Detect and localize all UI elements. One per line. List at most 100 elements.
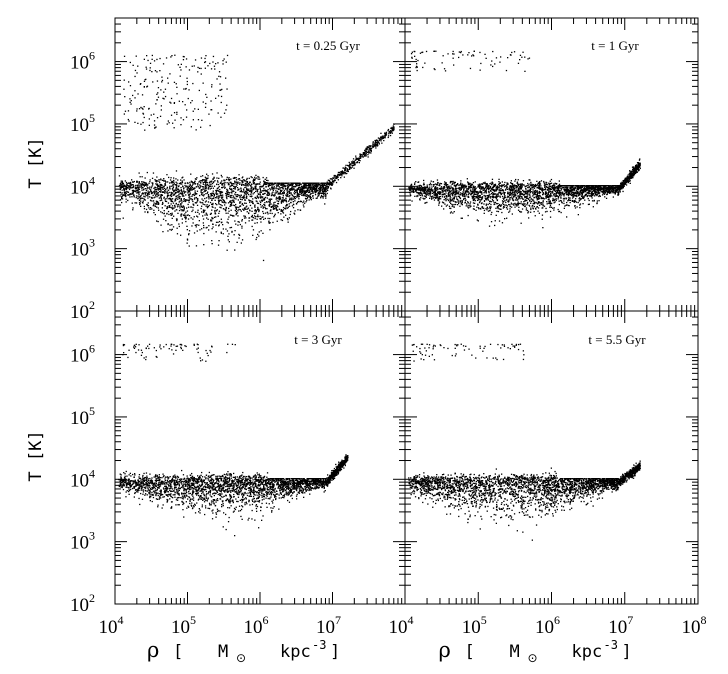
data-point — [291, 182, 293, 184]
data-point — [260, 190, 262, 192]
data-point — [160, 109, 162, 111]
data-point — [140, 195, 142, 197]
data-point — [434, 187, 436, 189]
data-point — [217, 187, 219, 189]
data-point — [474, 181, 476, 183]
data-point — [270, 198, 272, 200]
data-point — [418, 192, 420, 194]
data-point — [274, 213, 276, 215]
data-point — [144, 196, 146, 198]
data-point — [320, 197, 322, 199]
data-point — [167, 210, 170, 213]
data-point — [553, 194, 555, 196]
data-point — [447, 53, 449, 55]
data-point — [311, 184, 314, 186]
data-point — [439, 182, 441, 185]
data-point — [250, 188, 252, 190]
data-point — [268, 192, 270, 194]
data-point — [567, 185, 569, 187]
data-point — [198, 67, 201, 69]
data-point — [498, 178, 500, 180]
data-point — [502, 197, 504, 199]
data-point — [245, 217, 247, 219]
data-point — [157, 207, 159, 209]
data-point — [496, 194, 498, 196]
data-point — [162, 191, 164, 193]
data-point — [140, 205, 142, 207]
data-point — [453, 64, 455, 66]
data-point — [210, 100, 212, 102]
data-point — [149, 188, 151, 190]
data-point — [461, 201, 463, 203]
data-point — [351, 166, 353, 168]
data-point — [257, 178, 259, 180]
data-point — [305, 191, 307, 193]
data-point — [267, 188, 269, 191]
data-point — [532, 207, 534, 209]
data-point — [276, 185, 278, 188]
data-point — [205, 197, 208, 199]
data-point — [254, 222, 256, 224]
data-point — [207, 65, 209, 67]
data-point — [135, 184, 137, 187]
data-point — [294, 185, 296, 188]
data-point — [549, 180, 551, 182]
data-point — [287, 185, 289, 188]
data-point — [173, 215, 175, 217]
data-point — [138, 181, 140, 184]
data-point — [155, 179, 158, 182]
data-point — [264, 190, 266, 192]
data-point — [485, 191, 487, 193]
data-point — [473, 199, 475, 201]
data-point — [188, 234, 190, 236]
data-point — [319, 189, 322, 191]
data-point — [520, 201, 522, 203]
data-point — [140, 83, 142, 85]
data-point — [190, 186, 192, 188]
data-point — [139, 185, 141, 187]
data-point — [173, 112, 176, 114]
data-point — [476, 192, 479, 194]
data-point — [178, 193, 180, 195]
data-point — [159, 186, 161, 188]
data-point — [186, 80, 188, 83]
data-point — [493, 184, 495, 186]
data-point — [503, 192, 505, 195]
data-point — [159, 199, 161, 202]
data-point — [470, 194, 472, 196]
data-point — [381, 138, 383, 140]
data-point — [310, 193, 312, 195]
data-point — [323, 192, 325, 195]
data-point — [321, 184, 324, 186]
data-point — [494, 220, 496, 222]
data-point — [141, 189, 143, 191]
data-point — [270, 182, 272, 184]
data-point — [165, 181, 167, 183]
data-point — [179, 196, 181, 198]
data-point — [230, 182, 232, 184]
data-point — [550, 178, 553, 181]
data-point — [499, 61, 501, 63]
data-point — [203, 232, 205, 235]
data-point — [240, 194, 242, 196]
data-point — [465, 190, 467, 192]
data-point — [256, 222, 258, 224]
data-point — [463, 185, 465, 187]
data-point — [215, 63, 217, 65]
data-point — [182, 194, 184, 196]
data-point — [502, 201, 504, 203]
data-point — [351, 164, 353, 166]
data-point — [204, 189, 206, 191]
data-point — [259, 185, 262, 188]
data-point — [582, 203, 584, 205]
data-point — [555, 191, 558, 194]
data-point — [377, 137, 380, 139]
data-point — [272, 182, 274, 184]
data-point — [262, 210, 264, 213]
data-point — [295, 191, 297, 194]
data-point — [142, 189, 145, 191]
data-point — [167, 223, 169, 225]
data-point — [568, 185, 570, 187]
data-point — [273, 204, 275, 206]
